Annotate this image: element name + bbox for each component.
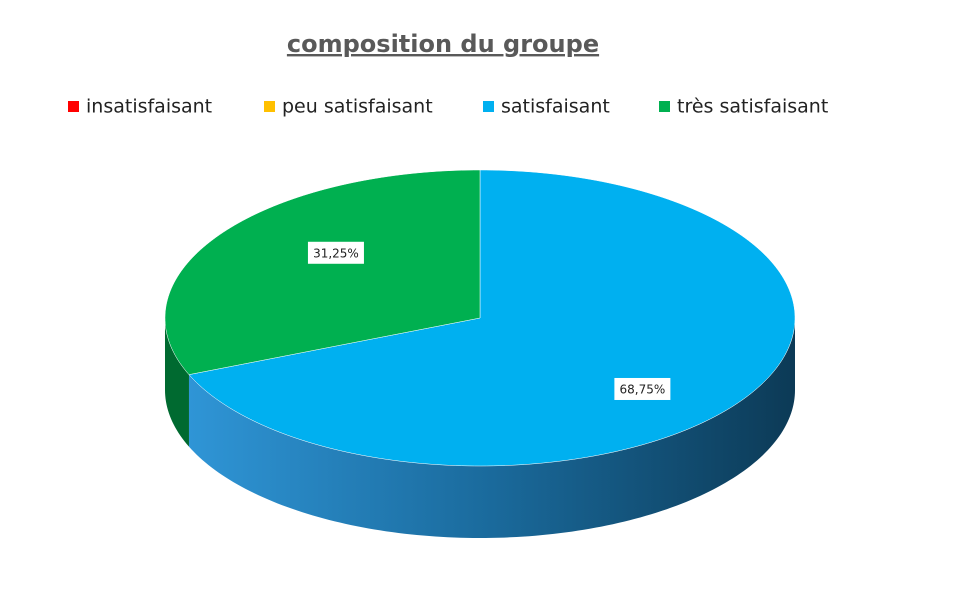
label-box <box>307 241 364 264</box>
data-labels: 68,75% 31,25% <box>307 241 671 400</box>
legend-swatch <box>483 101 494 112</box>
legend-label: très satisfaisant <box>677 96 828 118</box>
data-label: 31,25% <box>313 246 359 260</box>
legend-label: insatisfaisant <box>86 96 212 118</box>
pie-tops <box>164 169 796 467</box>
data-label: 68,75% <box>620 382 666 396</box>
slice-side <box>188 318 795 538</box>
legend-label: peu satisfaisant <box>282 96 433 118</box>
pie-sides <box>165 318 795 538</box>
legend: insatisfaisant peu satisfaisant satisfaisa… <box>68 96 828 118</box>
legend-swatch <box>68 101 79 112</box>
legend-swatch <box>659 101 670 112</box>
chart-title: composition du groupe <box>287 30 599 58</box>
slice <box>164 169 481 375</box>
legend-swatch <box>264 101 275 112</box>
label-box <box>614 377 671 400</box>
slice-side <box>165 318 189 447</box>
legend-label: satisfaisant <box>501 96 610 118</box>
